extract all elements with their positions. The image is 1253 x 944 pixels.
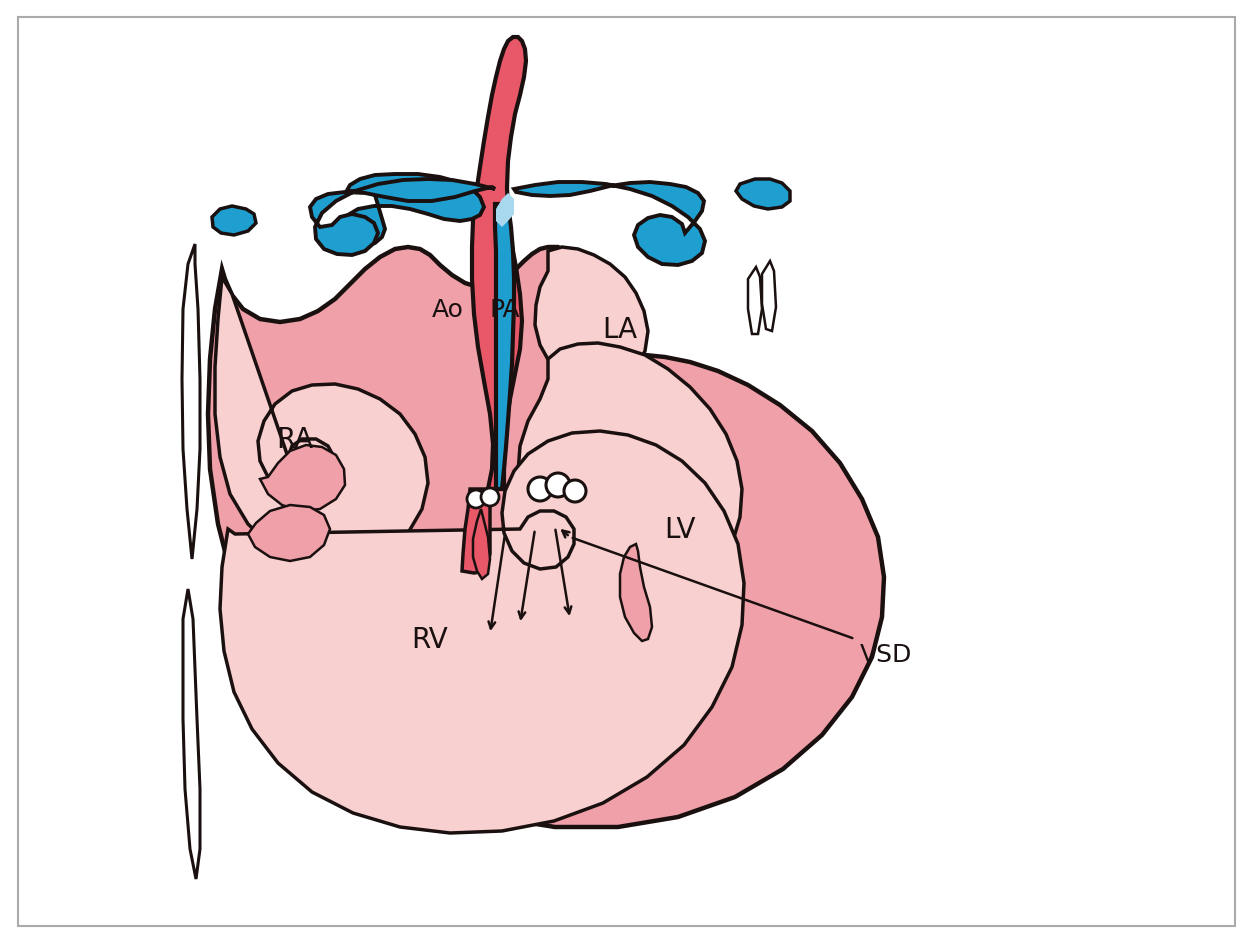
- Polygon shape: [514, 183, 705, 265]
- FancyBboxPatch shape: [18, 18, 1235, 926]
- Text: Ao: Ao: [432, 297, 464, 322]
- Circle shape: [564, 480, 586, 502]
- Text: RA: RA: [277, 426, 313, 453]
- Polygon shape: [762, 261, 776, 331]
- Text: RV: RV: [412, 625, 449, 653]
- Polygon shape: [472, 38, 526, 490]
- Polygon shape: [216, 278, 429, 567]
- Polygon shape: [340, 175, 484, 246]
- Polygon shape: [748, 268, 762, 334]
- Text: PA: PA: [490, 297, 520, 322]
- Polygon shape: [495, 205, 514, 490]
- Polygon shape: [212, 207, 256, 236]
- Text: VSD: VSD: [860, 642, 912, 666]
- Circle shape: [481, 488, 499, 507]
- Polygon shape: [462, 490, 490, 573]
- Polygon shape: [208, 247, 885, 827]
- Polygon shape: [472, 510, 490, 580]
- Circle shape: [546, 474, 570, 497]
- Circle shape: [467, 491, 485, 509]
- Text: LV: LV: [664, 515, 695, 544]
- Polygon shape: [261, 446, 345, 512]
- Polygon shape: [620, 545, 652, 641]
- Polygon shape: [248, 505, 330, 562]
- Polygon shape: [309, 179, 495, 256]
- Polygon shape: [517, 344, 742, 603]
- Polygon shape: [182, 244, 200, 560]
- Polygon shape: [183, 589, 200, 879]
- Circle shape: [528, 478, 553, 501]
- Text: LA: LA: [603, 315, 638, 344]
- Polygon shape: [535, 247, 648, 385]
- Polygon shape: [496, 194, 514, 228]
- Polygon shape: [736, 179, 789, 210]
- Polygon shape: [221, 431, 744, 834]
